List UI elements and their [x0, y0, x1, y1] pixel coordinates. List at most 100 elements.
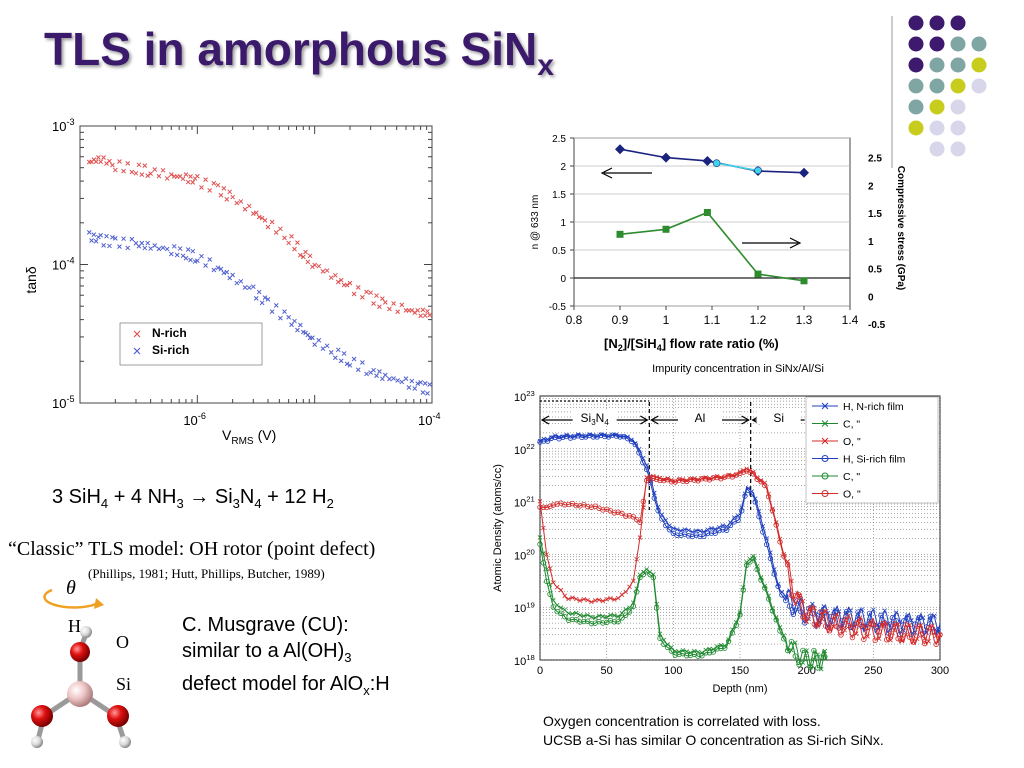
- x-axis-label-sub: RMS: [231, 436, 254, 447]
- y2-tick-label: 1.5: [868, 209, 882, 220]
- data-point: [537, 504, 543, 510]
- data-point: [633, 589, 640, 595]
- y-tick-label: 10-5: [52, 394, 75, 411]
- data-point: [800, 647, 806, 654]
- data-point: [289, 234, 294, 239]
- x-tick-label: 50: [601, 665, 613, 677]
- data-point: [156, 246, 162, 252]
- data-point: [310, 335, 315, 341]
- y-tick-label-exp: -5: [66, 394, 74, 404]
- data-point: [754, 476, 760, 482]
- x-tick-label: 1.2: [750, 313, 767, 327]
- data-point: [589, 599, 594, 605]
- data-point: [570, 611, 575, 617]
- data-point: [659, 516, 665, 522]
- data-point: [121, 168, 126, 174]
- data-point: [364, 371, 369, 377]
- decorative-dot: [971, 57, 987, 73]
- data-point: [265, 297, 271, 302]
- data-point: [96, 155, 101, 160]
- data-point: [683, 652, 690, 659]
- data-point: [773, 522, 779, 528]
- data-point: [312, 262, 318, 268]
- y-axis-label-right: Compressive stress (GPa): [895, 166, 906, 291]
- data-point: [740, 469, 747, 475]
- data-point: [550, 604, 557, 610]
- data-point: [697, 533, 703, 540]
- data-point: [819, 608, 825, 615]
- data-point: [242, 206, 248, 212]
- data-point: [637, 574, 643, 581]
- reaction-equation: 3 SiH4 + 4 NH3 → Si3N4 + 12 H2: [52, 486, 334, 511]
- data-point: [777, 539, 783, 545]
- y-tick-label: 10-4: [52, 256, 75, 273]
- x-tick-label: 1.4: [842, 313, 859, 327]
- data-point: [868, 621, 875, 627]
- chart-legend: H, N-rich film C, " O, " H, Si-rich film C, …: [805, 396, 939, 504]
- region-arrow-head: [650, 415, 659, 425]
- data-point: [784, 562, 791, 568]
- decorative-dot-grid: [891, 15, 987, 168]
- decorative-dot: [929, 36, 945, 52]
- data-point: [735, 517, 741, 523]
- data-point: [171, 243, 177, 249]
- data-point: [541, 525, 546, 531]
- data-point: [600, 620, 606, 626]
- data-point: [125, 245, 131, 251]
- data-point: [612, 613, 617, 618]
- data-point: [740, 587, 747, 593]
- data-point: [783, 597, 789, 604]
- data-point: [282, 235, 287, 241]
- data-point: [341, 351, 347, 356]
- x-tick-label: 0.8: [566, 313, 583, 327]
- data-point: [632, 441, 638, 448]
- data-point: [188, 174, 193, 179]
- data-point: [607, 617, 614, 624]
- musgrave-note: C. Musgrave (CU): similar to a Al(OH)3 d…: [182, 612, 390, 704]
- data-point: [855, 609, 861, 615]
- x-tick-label: 1: [663, 313, 670, 327]
- data-point: [624, 435, 631, 442]
- data-point: [735, 513, 741, 518]
- data-point: [589, 614, 594, 620]
- y-axis-label: Atomic Density (atoms/cc): [492, 464, 504, 592]
- data-point: [647, 476, 653, 483]
- data-point: [160, 167, 166, 173]
- data-point: [882, 608, 888, 613]
- data-point: [672, 652, 678, 658]
- data-point: [682, 527, 688, 532]
- data-point: [324, 268, 330, 273]
- data-point: [705, 527, 710, 532]
- data-point: [129, 236, 135, 242]
- data-point: [298, 322, 303, 328]
- data-point: [328, 275, 334, 281]
- series-line: [716, 162, 759, 172]
- data-point: [152, 167, 158, 172]
- y2-tick-label: 2: [868, 181, 874, 192]
- data-point: [259, 300, 265, 306]
- data-point: [152, 243, 158, 248]
- data-point: [259, 215, 265, 221]
- data-point: [324, 343, 330, 349]
- region-label: Si: [773, 411, 784, 425]
- decorative-dot: [908, 120, 924, 136]
- data-point: [729, 630, 736, 636]
- data-point: [93, 159, 99, 164]
- data-point: [756, 513, 762, 520]
- data-point: [295, 327, 300, 333]
- data-point: [725, 473, 732, 479]
- data-point: [338, 358, 344, 364]
- data-point: [630, 514, 637, 520]
- data-point: [814, 665, 821, 671]
- legend-marker: [133, 347, 141, 355]
- y-tick-label: 1021: [514, 495, 535, 510]
- data-point: [273, 230, 279, 235]
- data-point: [763, 541, 770, 548]
- x-tick-label: 0.9: [612, 313, 629, 327]
- data-point: [406, 385, 412, 390]
- musgrave-line-3-text: defect model for AlO: [182, 673, 364, 695]
- rotation-arrow-icon: [43, 588, 104, 609]
- data-point: [720, 523, 726, 528]
- data-point: [117, 159, 122, 164]
- data-point: [723, 527, 730, 533]
